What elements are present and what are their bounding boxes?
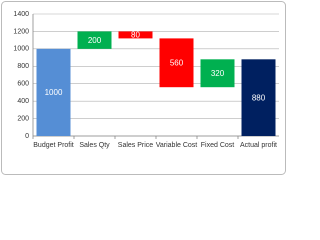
value-label: 560 — [170, 58, 184, 67]
y-tick-label: 1000 — [13, 46, 29, 53]
y-tick-label: 1400 — [13, 11, 29, 18]
bar — [241, 59, 276, 136]
y-tick-label: 800 — [17, 63, 29, 70]
x-tick-label: Sales Price — [117, 142, 154, 149]
chart-border — [1, 1, 286, 175]
x-tick-label: Variable Cost — [155, 142, 198, 149]
x-tick-label: Fixed Cost — [200, 142, 235, 149]
x-tick-label: Actual profit — [240, 142, 277, 149]
bar — [77, 31, 112, 49]
value-label: 880 — [252, 93, 266, 102]
value-label: 200 — [88, 36, 102, 45]
x-tick-label: Sales Qty — [79, 142, 110, 149]
chart: 0 200 400 600 800 1000 1200 1400 1000 200 80 560 320… — [1, 1, 286, 175]
bar — [200, 59, 235, 88]
y-tick-label: 1200 — [13, 28, 29, 35]
y-tick-label: 0 — [25, 133, 29, 140]
bar — [36, 48, 71, 136]
bar — [118, 31, 153, 39]
y-tick-label: 200 — [17, 115, 29, 122]
value-label: 320 — [211, 69, 225, 78]
x-tick-label: Budget Profit — [33, 142, 74, 149]
chart-svg: 0 200 400 600 800 1000 1200 1400 1000 200 80 560 320… — [1, 1, 286, 175]
y-tick-label: 600 — [17, 81, 29, 88]
bar — [159, 38, 194, 88]
value-label: 1000 — [45, 88, 63, 97]
y-tick-label: 400 — [17, 98, 29, 105]
value-label: 80 — [131, 31, 140, 40]
